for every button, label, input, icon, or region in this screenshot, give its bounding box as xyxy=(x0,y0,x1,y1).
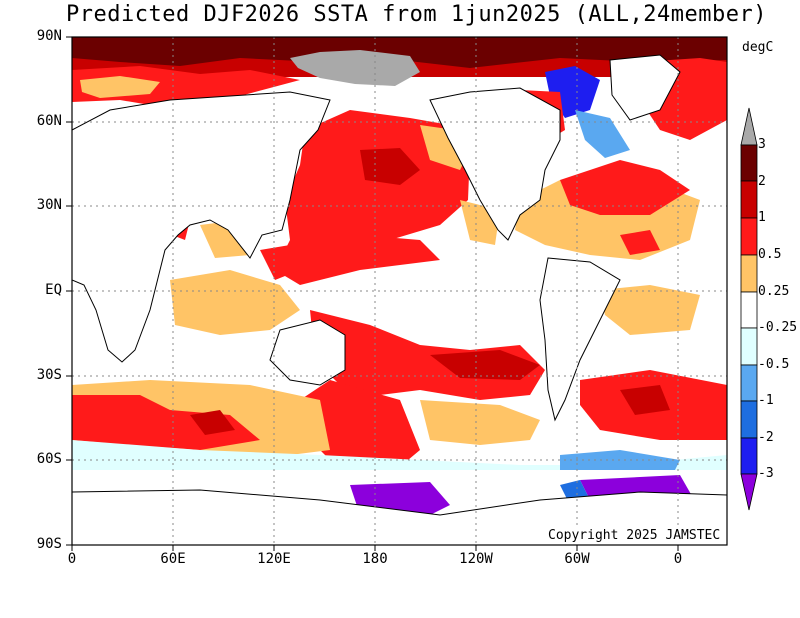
lat-label-60n: 60N xyxy=(36,113,62,129)
colorbar-step-6 xyxy=(740,291,758,329)
grid-lines xyxy=(72,37,727,545)
australia-land xyxy=(269,319,346,386)
lon-label-60w: 60W xyxy=(564,551,590,567)
colorbar-label-0-25: 0.25 xyxy=(758,284,790,299)
axis-ticks xyxy=(66,36,679,551)
colorbar-step-2 xyxy=(740,144,758,182)
greenland-land xyxy=(609,54,681,121)
map-title: Predicted DJF2026 SSTA from 1jun2025 (AL… xyxy=(66,2,768,27)
lat-label-60s: 60S xyxy=(36,451,62,467)
ssta-field xyxy=(72,37,727,545)
lat-label-eq: EQ xyxy=(45,282,62,298)
arctic-anomaly xyxy=(72,37,727,158)
atlantic-anomaly xyxy=(515,160,700,335)
colorbar-label-2: 2 xyxy=(758,174,766,189)
colorbar-label-neg-0-5: -0.5 xyxy=(758,357,790,372)
lat-label-90n: 90N xyxy=(36,28,62,44)
colorbar-label-neg-3: -3 xyxy=(758,466,774,481)
colorbar-step-7 xyxy=(740,327,758,366)
lon-label-0: 0 xyxy=(67,551,77,567)
lat-label-90s: 90S xyxy=(36,536,62,552)
lon-label-180: 180 xyxy=(362,551,388,567)
colorbar-step-9 xyxy=(740,400,758,439)
colorbar-label-1: 1 xyxy=(758,210,766,225)
colorbar-step-10 xyxy=(740,437,758,475)
lon-label-120e: 120E xyxy=(257,551,291,567)
colorbar-min-arrow xyxy=(740,473,758,511)
lat-label-30n: 30N xyxy=(36,197,62,213)
colorbar-step-5 xyxy=(740,254,758,293)
colorbar-label-3: 3 xyxy=(758,137,766,152)
colorbar xyxy=(740,107,758,511)
colorbar-label-0-5: 0.5 xyxy=(758,247,782,262)
colorbar-max-arrow xyxy=(740,107,758,146)
colorbar-label-neg-0-25: -0.25 xyxy=(758,320,798,335)
north-america-land xyxy=(429,87,561,241)
lon-label-60e: 60E xyxy=(160,551,186,567)
unit-label: degC xyxy=(742,40,774,55)
colorbar-step-8 xyxy=(740,364,758,402)
colorbar-step-4 xyxy=(740,217,758,256)
eurasia-africa-land xyxy=(72,91,331,363)
lon-label-0-right: 0 xyxy=(673,551,683,567)
copyright-notice: Copyright 2025 JAMSTEC xyxy=(546,528,723,543)
lon-label-120w: 120W xyxy=(459,551,493,567)
colorbar-label-neg-1: -1 xyxy=(758,393,774,408)
south-america-land xyxy=(539,257,621,422)
south-pacific-anomaly xyxy=(300,310,545,475)
lat-label-30s: 30S xyxy=(36,367,62,383)
colorbar-label-neg-2: -2 xyxy=(758,430,774,445)
colorbar-step-3 xyxy=(740,180,758,219)
